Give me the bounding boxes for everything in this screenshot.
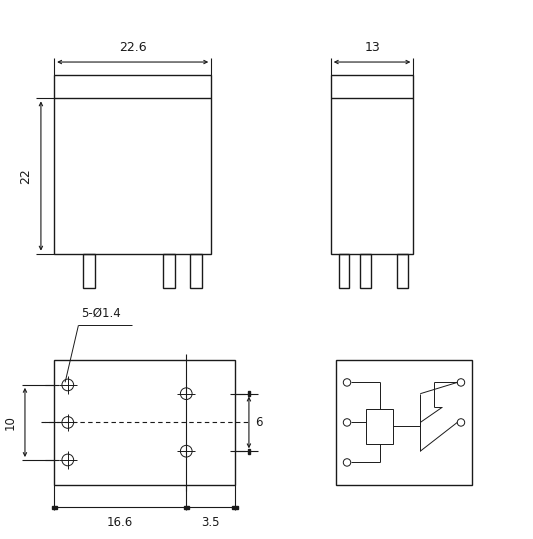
Bar [54,75,211,253]
Text: 6: 6 [255,416,263,429]
Polygon shape [183,506,189,509]
Polygon shape [248,448,251,454]
Text: 10: 10 [3,415,17,430]
Bar [331,75,413,253]
Bar [397,253,408,288]
Bar [190,253,201,288]
Text: 3.5: 3.5 [201,516,220,529]
Polygon shape [52,506,57,509]
Bar [54,360,235,485]
Bar [163,253,175,288]
Bar [84,253,95,288]
Text: 16.6: 16.6 [107,516,133,529]
Text: 5-Ø1.4: 5-Ø1.4 [81,307,121,320]
Text: 22: 22 [19,168,33,184]
Text: 13: 13 [364,40,380,53]
Text: 22.6: 22.6 [119,40,147,53]
Bar [339,253,350,288]
Polygon shape [248,391,251,396]
Polygon shape [232,506,238,509]
Bar [360,253,371,288]
Bar [366,409,393,444]
Bar [336,360,472,485]
